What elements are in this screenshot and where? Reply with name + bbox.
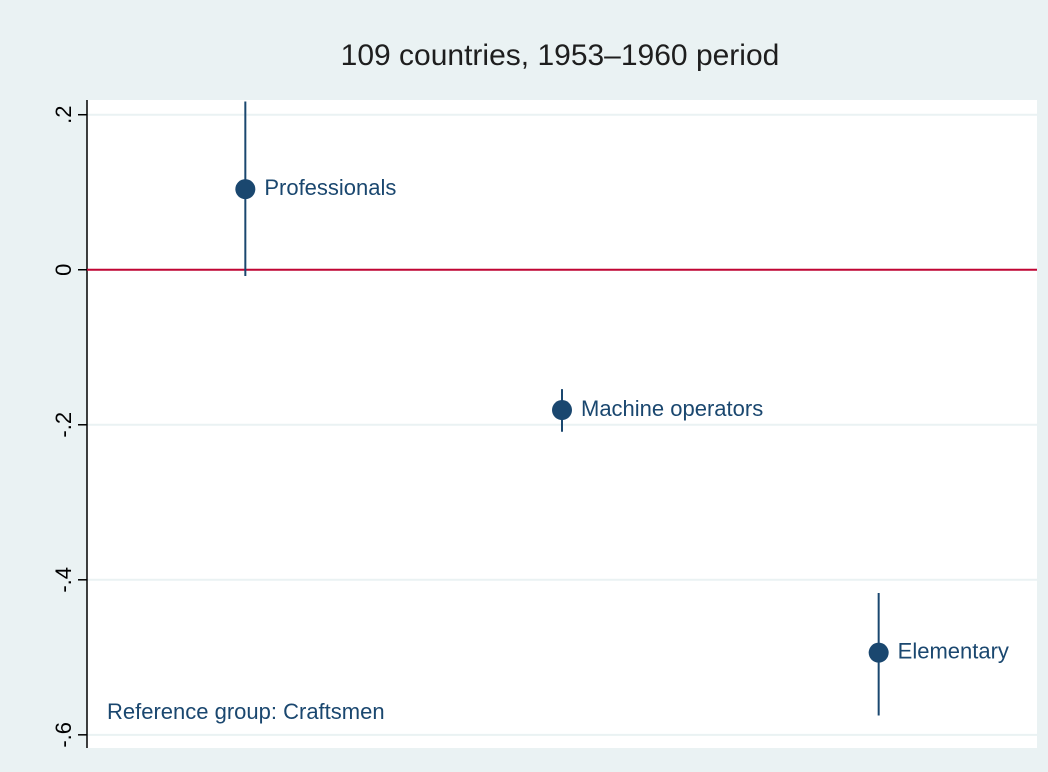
point-label: Elementary bbox=[898, 638, 1009, 663]
point bbox=[235, 179, 256, 200]
y-tick-label: -.2 bbox=[51, 412, 76, 438]
y-tick-label: -.6 bbox=[51, 722, 76, 748]
y-tick-label: -.4 bbox=[51, 567, 76, 593]
point-label: Professionals bbox=[264, 175, 396, 200]
annotation: Reference group: Craftsmen bbox=[107, 699, 385, 724]
y-tick-label: .2 bbox=[51, 106, 76, 124]
point-label: Machine operators bbox=[581, 396, 763, 421]
y-tick-label: 0 bbox=[51, 264, 76, 276]
point bbox=[868, 642, 889, 663]
chart-title: 109 countries, 1953–1960 period bbox=[341, 39, 780, 72]
point bbox=[552, 400, 572, 421]
